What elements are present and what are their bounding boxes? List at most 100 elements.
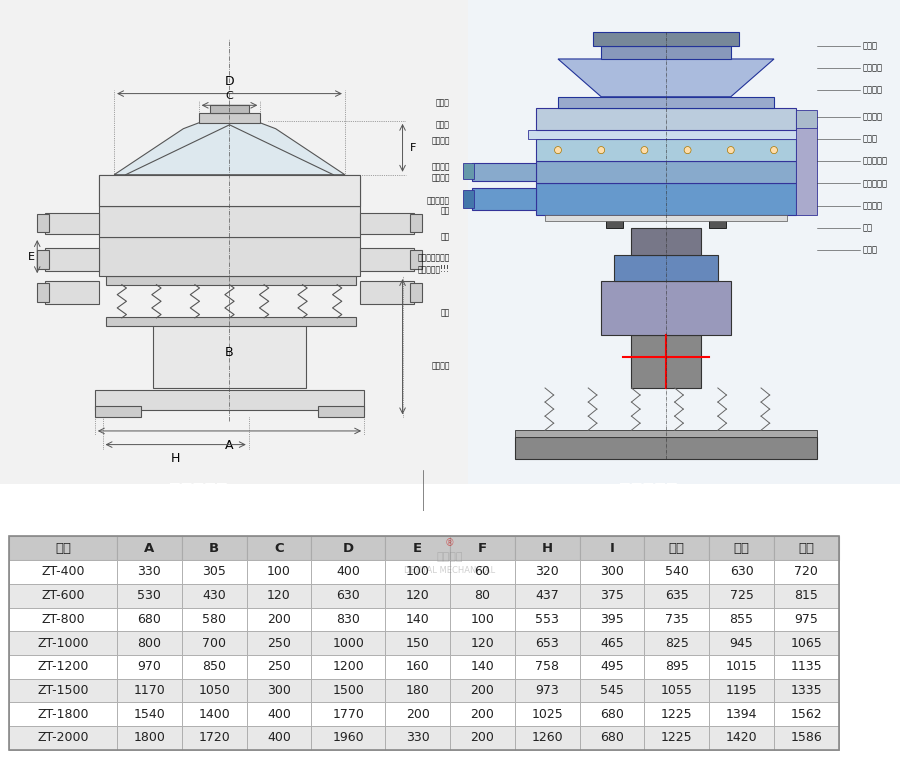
Bar	[117, 537, 182, 560]
Text: 小尺寸排料
束环: 小尺寸排料 束环	[427, 196, 450, 215]
Text: 400: 400	[267, 732, 291, 744]
Bar	[644, 583, 709, 608]
Text: 1400: 1400	[198, 707, 230, 721]
Bar	[9, 583, 117, 608]
Text: 200: 200	[471, 684, 494, 697]
Bar	[182, 726, 247, 750]
Text: 橡胶球: 橡胶球	[862, 134, 878, 144]
Bar	[709, 608, 774, 631]
Bar	[99, 206, 360, 237]
Bar	[580, 537, 644, 560]
Bar	[199, 113, 260, 122]
Bar	[644, 679, 709, 702]
Bar	[117, 583, 182, 608]
Bar	[153, 318, 306, 388]
Text: 720: 720	[795, 566, 818, 579]
Bar	[545, 215, 787, 222]
Text: C: C	[274, 542, 284, 555]
Text: 顶部框架: 顶部框架	[431, 136, 450, 146]
Text: H: H	[171, 452, 180, 466]
Bar	[463, 190, 473, 208]
Text: 895: 895	[665, 660, 688, 673]
Bar	[311, 560, 385, 583]
Text: B: B	[225, 346, 234, 360]
Bar	[318, 406, 364, 417]
Text: 1562: 1562	[790, 707, 823, 721]
Bar	[385, 655, 450, 679]
Text: ZT-800: ZT-800	[41, 613, 85, 626]
Text: 1960: 1960	[332, 732, 365, 744]
Bar	[796, 126, 817, 214]
Text: ZT-1800: ZT-1800	[37, 707, 89, 721]
Bar	[774, 537, 839, 560]
Bar	[709, 655, 774, 679]
Bar	[774, 679, 839, 702]
Bar	[580, 583, 644, 608]
Bar	[45, 248, 99, 271]
Text: 1720: 1720	[198, 732, 230, 744]
Text: 200: 200	[471, 707, 494, 721]
Text: E: E	[413, 542, 422, 555]
Polygon shape	[114, 121, 345, 175]
Bar	[117, 608, 182, 631]
Bar	[709, 537, 774, 560]
Bar	[515, 679, 580, 702]
Text: 400: 400	[267, 707, 291, 721]
Text: 180: 180	[406, 684, 429, 697]
Text: 1170: 1170	[133, 684, 166, 697]
Text: C: C	[226, 90, 233, 101]
Bar	[709, 679, 774, 702]
Bar	[385, 583, 450, 608]
Bar	[311, 631, 385, 655]
Bar	[774, 583, 839, 608]
Bar	[463, 164, 473, 179]
Text: 下部重锤: 下部重锤	[431, 361, 450, 370]
Text: 1200: 1200	[332, 660, 365, 673]
Bar	[9, 702, 117, 726]
Text: 1225: 1225	[661, 732, 693, 744]
Text: 辅助筛网: 辅助筛网	[862, 63, 883, 73]
Bar	[311, 537, 385, 560]
Bar	[385, 537, 450, 560]
Text: 330: 330	[406, 732, 429, 744]
Bar	[709, 702, 774, 726]
Bar	[709, 560, 774, 583]
Text: 580: 580	[202, 613, 226, 626]
Text: 1800: 1800	[133, 732, 166, 744]
Text: 160: 160	[406, 660, 429, 673]
Text: 530: 530	[138, 589, 161, 602]
Bar	[644, 726, 709, 750]
Text: 压紧环: 压紧环	[436, 120, 450, 129]
Bar	[536, 139, 796, 161]
Bar	[37, 215, 49, 232]
Text: 100: 100	[267, 566, 291, 579]
Bar	[796, 110, 817, 128]
Bar	[632, 228, 700, 254]
Text: 外形尺寸图: 外形尺寸图	[168, 481, 228, 500]
Bar	[410, 250, 422, 269]
Bar	[601, 45, 731, 59]
Text: E: E	[28, 252, 35, 261]
Bar	[247, 537, 311, 560]
Bar	[450, 655, 515, 679]
Bar	[644, 655, 709, 679]
Bar	[580, 702, 644, 726]
Circle shape	[770, 147, 778, 154]
Bar	[311, 679, 385, 702]
Text: F: F	[478, 542, 487, 555]
Bar	[515, 631, 580, 655]
Bar	[515, 560, 580, 583]
Text: 395: 395	[600, 613, 624, 626]
Polygon shape	[558, 59, 774, 97]
Bar	[515, 431, 817, 437]
Bar	[536, 108, 796, 130]
Bar	[311, 702, 385, 726]
Text: 1420: 1420	[725, 732, 758, 744]
Text: 中部框架
底部框架: 中部框架 底部框架	[431, 163, 450, 182]
Bar	[468, 0, 900, 484]
Bar	[536, 183, 796, 214]
Bar	[117, 679, 182, 702]
Text: 680: 680	[138, 613, 161, 626]
Text: 330: 330	[138, 566, 161, 579]
Bar	[385, 631, 450, 655]
